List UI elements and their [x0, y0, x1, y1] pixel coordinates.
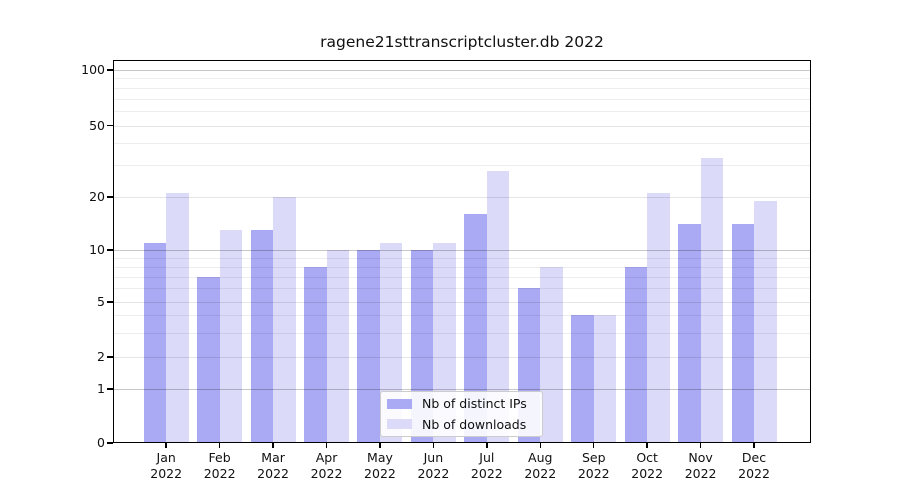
bar-downloads-oct [647, 193, 670, 443]
x-tick-mark-oct [646, 443, 648, 448]
gridline-minor-30 [113, 165, 811, 167]
bar-distinct-ips-mar [250, 229, 274, 443]
gridline-50 [113, 125, 811, 127]
gridline-minor-9 [113, 257, 811, 259]
x-tick-label-jan: Jan 2022 [150, 450, 183, 481]
x-tick-mark-dec [753, 443, 755, 448]
bar-downloads-mar [273, 197, 296, 443]
chart-legend: Nb of distinct IPs Nb of downloads [380, 391, 543, 437]
x-tick-label-nov: Nov 2022 [684, 450, 717, 481]
gridline-minor-6 [113, 288, 811, 290]
x-tick-mark-jun [432, 443, 435, 448]
bar-distinct-ips-may [357, 250, 380, 443]
bar-distinct-ips-jan [143, 242, 167, 443]
bar-distinct-ips-jul [464, 214, 487, 443]
gridline-20 [113, 197, 811, 198]
legend-swatch-downloads [387, 419, 412, 430]
gridline-minor-7 [113, 276, 811, 278]
gridline-minor-4 [113, 315, 811, 317]
chart-title: ragene21sttranscriptcluster.db 2022 [320, 33, 604, 51]
x-tick-label-mar: Mar 2022 [257, 450, 289, 481]
legend-row-downloads: Nb of downloads [387, 416, 536, 434]
gridline-10 [113, 250, 811, 251]
y-tick-label-10: 10 [89, 242, 105, 257]
x-tick-label-jun: Jun 2022 [417, 450, 450, 481]
y-tick-label-5: 5 [97, 294, 105, 309]
x-tick-mark-aug [539, 443, 542, 448]
y-tick-label-100: 100 [81, 62, 105, 77]
gridline-100 [113, 70, 811, 71]
x-tick-mark-apr [325, 443, 328, 448]
bar-downloads-jul [486, 170, 510, 443]
gridline-minor-90 [113, 78, 811, 80]
bar-distinct-ips-sep [571, 315, 594, 443]
y-tick-label-50: 50 [89, 117, 105, 133]
y-tick-mark-20 [107, 196, 113, 198]
x-tick-mark-feb [218, 443, 221, 448]
x-tick-mark-jan [165, 443, 167, 448]
bar-downloads-sep [593, 315, 617, 443]
gridline-minor-60 [113, 110, 811, 112]
legend-row-distinct-ips: Nb of distinct IPs [387, 395, 536, 413]
plot-area [113, 60, 811, 443]
gridline-2 [113, 357, 811, 358]
y-tick-mark-5 [107, 301, 113, 303]
x-tick-label-apr: Apr 2022 [310, 450, 343, 481]
x-tick-mark-mar [272, 443, 274, 448]
legend-label-distinct-ips: Nb of distinct IPs [422, 396, 527, 412]
x-tick-label-oct: Oct 2022 [631, 450, 664, 481]
x-tick-label-dec: Dec 2022 [738, 450, 770, 481]
bar-downloads-jan [166, 193, 189, 443]
x-tick-mark-jul [486, 443, 488, 448]
y-tick-label-0: 0 [97, 435, 105, 450]
y-tick-mark-100 [107, 69, 113, 71]
legend-label-downloads: Nb of downloads [422, 416, 527, 432]
x-tick-label-sep: Sep 2022 [577, 450, 610, 481]
gridline-minor-3 [113, 332, 811, 334]
y-tick-mark-1 [107, 388, 113, 390]
gridline-minor-8 [113, 266, 811, 268]
y-tick-mark-10 [107, 249, 113, 251]
gridline-minor-70 [113, 98, 811, 100]
bar-downloads-dec [754, 200, 777, 443]
bar-distinct-ips-oct [624, 266, 648, 443]
gridline-5 [113, 302, 811, 303]
y-tick-label-20: 20 [89, 189, 105, 204]
bar-downloads-nov [700, 157, 724, 443]
x-tick-label-feb: Feb 2022 [203, 450, 236, 481]
y-tick-mark-2 [107, 356, 113, 358]
bar-downloads-aug [540, 266, 563, 443]
x-tick-label-jul: Jul 2022 [470, 450, 503, 481]
legend-swatch-distinct-ips [387, 398, 412, 409]
gridline-1 [113, 389, 811, 390]
x-tick-mark-sep [592, 443, 595, 448]
x-tick-mark-nov [699, 443, 702, 448]
x-tick-label-may: May 2022 [364, 450, 396, 481]
y-tick-mark-50 [107, 124, 113, 127]
bar-downloads-feb [219, 229, 243, 443]
y-tick-mark-0 [107, 442, 113, 444]
bar-distinct-ips-dec [731, 224, 755, 443]
bar-distinct-ips-feb [197, 276, 220, 443]
y-tick-label-1: 1 [97, 381, 105, 396]
x-tick-mark-may [379, 443, 381, 448]
x-tick-label-aug: Aug 2022 [524, 450, 557, 481]
bar-downloads-apr [326, 250, 350, 443]
bar-distinct-ips-apr [304, 266, 327, 443]
gridline-minor-80 [113, 87, 811, 89]
bar-distinct-ips-nov [678, 224, 701, 443]
gridline-minor-40 [113, 142, 811, 144]
y-tick-label-2: 2 [97, 349, 105, 364]
